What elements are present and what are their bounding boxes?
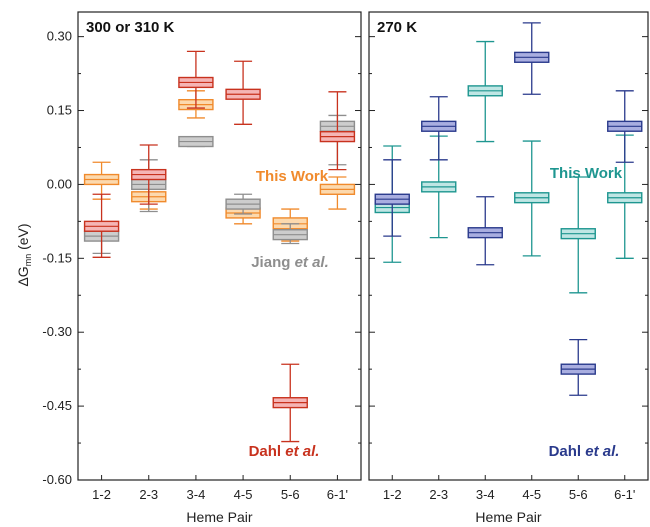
y-tick-label: -0.30 — [42, 324, 72, 339]
box-dahl — [83, 193, 120, 258]
box-jiang — [178, 135, 214, 148]
box-this-work — [319, 176, 356, 210]
y-tick-label: -0.45 — [42, 398, 72, 413]
box-dahl — [560, 338, 596, 396]
panel-1: 300 or 310 K 0.30 0.15 0.00 -0.15 -0.30 -0.45 -… — [42, 11, 362, 525]
box-dahl — [319, 91, 356, 171]
panel-2: 270 K 1-2 2-3 3-4 4-5 5-6 6-1' Heme Pair This Wo… — [368, 11, 649, 525]
x-tick-label: 5-6 — [281, 487, 300, 502]
y-axis-title-subscript: mn — [23, 254, 33, 267]
annotation-jiang: Jiang et al. — [251, 254, 329, 271]
box-dahl — [421, 96, 457, 161]
panel-title: 300 or 310 K — [86, 19, 175, 36]
x-tick-label: 6-1' — [327, 487, 348, 502]
box-dahl — [225, 60, 261, 125]
series-dahl — [374, 22, 643, 396]
y-tick-label: 0.30 — [47, 29, 72, 44]
x-tick-label: 6-1' — [614, 487, 635, 502]
y-axis-title-main: ΔG — [15, 266, 31, 286]
annotation-italic: et al. — [585, 443, 619, 460]
x-tick-label: 4-5 — [522, 487, 541, 502]
y-axis-title-unit: (eV) — [15, 223, 31, 253]
box-this-work — [421, 135, 457, 239]
box-dahl — [514, 22, 550, 95]
box-this-work — [560, 176, 596, 294]
y-tick-label: 0.15 — [47, 103, 72, 118]
box-jiang — [272, 223, 308, 245]
box-this-work — [83, 161, 120, 200]
box-dahl — [374, 159, 410, 237]
box-this-work — [467, 40, 503, 143]
box-dahl — [272, 363, 308, 443]
y-tick-label: -0.15 — [42, 250, 72, 265]
annotation-dahl: Dahl et al. — [549, 443, 620, 460]
y-tick-label: 0.00 — [47, 176, 72, 191]
panel-frame — [77, 11, 362, 481]
annotation-text: Jiang — [251, 254, 294, 271]
box-jiang — [225, 193, 261, 215]
annotation-dahl: Dahl et al. — [249, 443, 320, 460]
x-axis-title: Heme Pair — [186, 509, 252, 525]
x-tick-label: 2-3 — [429, 487, 448, 502]
x-tick-label: 3-4 — [476, 487, 495, 502]
box-dahl — [178, 50, 214, 109]
box-dahl — [607, 90, 643, 163]
annotation-text: This Work — [256, 168, 329, 185]
x-tick-label: 1-2 — [383, 487, 402, 502]
x-axis-title: Heme Pair — [475, 509, 541, 525]
series-dahl — [83, 50, 356, 443]
annotation-text: Dahl — [249, 443, 286, 460]
x-tick-label: 1-2 — [92, 487, 111, 502]
panel-title: 270 K — [377, 19, 417, 36]
box-dahl — [467, 196, 503, 266]
box-dahl — [131, 144, 167, 205]
annotation-italic: et al. — [295, 254, 329, 271]
box-this-work — [514, 140, 550, 257]
y-axis-title: ΔGmn (eV) — [15, 223, 33, 286]
x-tick-label: 2-3 — [139, 487, 158, 502]
annotation-text: This Work — [550, 165, 623, 182]
x-tick-label: 5-6 — [569, 487, 588, 502]
annotation-italic: et al. — [285, 443, 319, 460]
annotation-this-work: This Work — [256, 168, 329, 185]
annotation-this-work: This Work — [550, 165, 623, 182]
x-tick-label: 4-5 — [234, 487, 253, 502]
annotation-text: Dahl — [549, 443, 586, 460]
y-tick-label: -0.60 — [42, 472, 72, 487]
x-tick-label: 3-4 — [187, 487, 206, 502]
panel-frame — [368, 11, 649, 481]
